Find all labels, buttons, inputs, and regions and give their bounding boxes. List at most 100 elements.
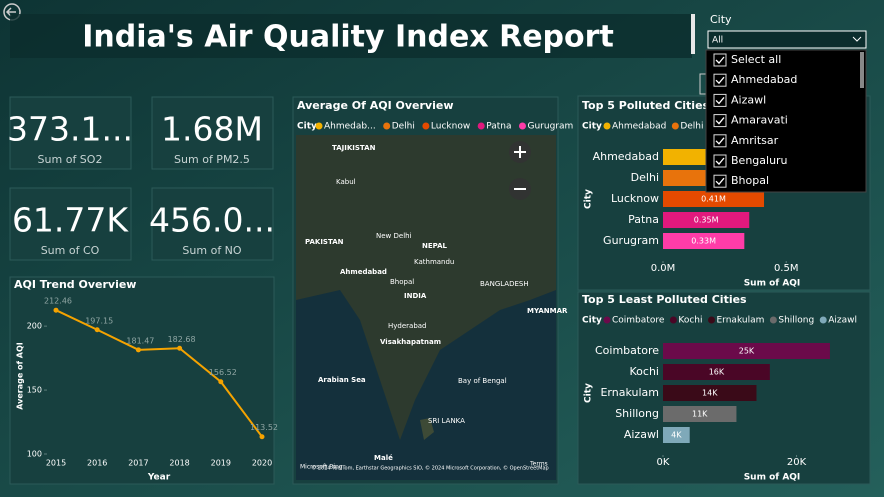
map-place-label: Bay of Bengal [458, 377, 507, 385]
axis-title: Sum of AQI [744, 473, 801, 483]
slicer-option[interactable]: Amritsar [731, 134, 779, 147]
chart-title: AQI Trend Overview [14, 278, 136, 291]
slicer-option[interactable]: Bhopal [731, 174, 769, 187]
title-banner [10, 14, 692, 58]
data-label: 0.41M [701, 195, 726, 204]
data-label: 182.68 [168, 335, 196, 344]
x-tick-label: 2016 [87, 459, 107, 468]
data-label: 11K [692, 410, 708, 419]
x-tick-label: 0K [657, 457, 670, 468]
bar [663, 343, 830, 359]
legend-swatch [315, 122, 323, 130]
checkmark [715, 56, 725, 64]
map-terms[interactable]: Terms [529, 461, 548, 468]
kpi-card [151, 96, 274, 170]
x-tick-label: 0.5M [774, 263, 799, 274]
line-panel [9, 276, 275, 485]
y-tick-label: Kochi [630, 365, 659, 378]
checkbox[interactable] [713, 93, 727, 107]
map-title: Average Of AQI Overview [297, 99, 454, 112]
legend-label: Ahmedabad [612, 122, 666, 132]
map-place-label: New Delhi [376, 232, 412, 240]
slicer-option[interactable]: Bengaluru [731, 154, 788, 167]
checkmark [715, 117, 725, 125]
y-tick-label: 100 [27, 450, 42, 459]
map-place-label: Kabul [336, 178, 356, 186]
map-place-label: Bhopal [390, 278, 414, 286]
checkbox[interactable] [713, 53, 727, 67]
data-label: 16K [709, 368, 725, 377]
checkbox[interactable] [713, 174, 727, 188]
island [420, 418, 434, 440]
bar [663, 212, 750, 228]
y-tick-label: Ernakulam [600, 386, 659, 399]
legend-swatch [383, 122, 391, 130]
data-point [53, 307, 59, 313]
data-label: 212.46 [44, 297, 72, 306]
y-tick-label: Delhi [631, 171, 659, 184]
kpi-label: Sum of NO [182, 244, 241, 257]
data-label: 197.15 [85, 316, 113, 325]
checkmark [715, 96, 725, 105]
slicer-selected: All [712, 36, 723, 46]
legend-label: Aizawl [828, 316, 857, 326]
data-point [94, 327, 100, 333]
zoom-in[interactable] [509, 141, 531, 163]
x-tick-label: 0.0M [651, 263, 676, 274]
x-tick-label: 2017 [128, 459, 148, 468]
checkbox[interactable] [713, 154, 727, 168]
bar [663, 364, 770, 380]
map-place-label: MYANMAR [527, 307, 568, 315]
kpi-card [9, 96, 132, 170]
x-tick-label: 2015 [46, 459, 66, 468]
map-place-label: Kathmandu [414, 258, 454, 266]
checkbox[interactable] [713, 114, 727, 128]
legend-swatch [669, 316, 677, 324]
legend-swatch [422, 122, 430, 130]
legend-label: Delhi [392, 122, 415, 132]
checkmark [715, 177, 725, 186]
slicer-option[interactable]: Select all [731, 53, 781, 66]
legend-swatch [769, 316, 777, 324]
checkbox[interactable] [713, 134, 727, 148]
zoom-out[interactable] [509, 178, 531, 200]
y-tick-label: Coimbatore [595, 344, 659, 357]
legend-label: Ernakulam [717, 316, 765, 326]
bar [663, 191, 765, 207]
map-place-label: Ahmedabad [340, 268, 387, 276]
y-tick-label: Shillong [615, 407, 659, 420]
slicer-option[interactable]: Aizawl [731, 93, 766, 106]
kpi-value: 61.77K [12, 201, 129, 240]
data-label: 0.33M [691, 237, 716, 246]
data-point [177, 345, 183, 351]
checkbox[interactable] [713, 73, 727, 87]
slicer-option[interactable]: Amaravati [731, 114, 788, 127]
map-place-label: TAJIKISTAN [332, 144, 376, 152]
map-place-label: Visakhapatnam [380, 338, 441, 346]
data-label: 14K [702, 389, 718, 398]
sea [296, 290, 556, 480]
map-place-label: Malé [374, 454, 393, 462]
map-attribution: © 2024 TomTom, Earthstar Geographics SIO… [311, 465, 548, 472]
bar [663, 233, 745, 249]
map-place-label: SRI LANKA [428, 417, 465, 425]
axis-title: Average of AQI [16, 342, 25, 410]
bar [663, 406, 737, 422]
scrollbar [860, 52, 864, 88]
legend-swatch [518, 122, 526, 130]
map-place-label: BANGLADESH [480, 280, 529, 288]
slicer-option[interactable]: Ahmedabad [731, 73, 797, 86]
y-tick-label: 150 [27, 386, 42, 395]
slicer-box[interactable] [707, 30, 867, 49]
slicer-chevron[interactable] [852, 36, 862, 42]
kpi-label: Sum of PM2.5 [174, 153, 250, 166]
legend-label: Shillong [778, 316, 814, 326]
slicer-list [705, 49, 867, 193]
map-place-label: PAKISTAN [305, 238, 344, 246]
axis-title: Year [147, 473, 171, 483]
kpi-value: 456.0... [149, 201, 275, 240]
axis-title: City [584, 189, 594, 209]
legend-swatch [477, 122, 485, 130]
